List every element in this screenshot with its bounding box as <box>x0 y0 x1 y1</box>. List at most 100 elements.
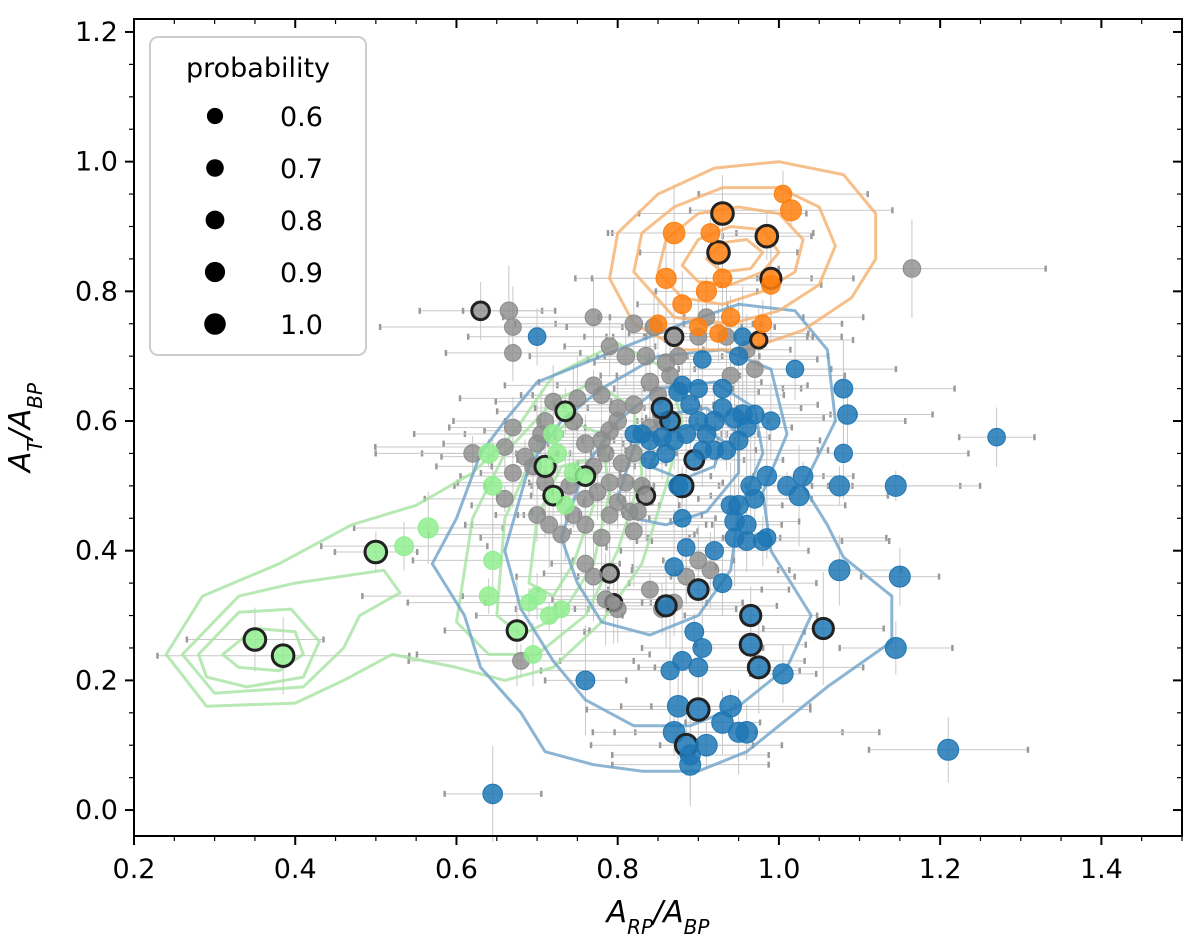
error-cap <box>790 424 794 431</box>
error-cap <box>808 703 812 710</box>
error-cap <box>648 447 651 454</box>
grey-data-point <box>600 506 619 524</box>
error-cap <box>815 580 818 587</box>
error-cap <box>503 382 507 389</box>
error-cap <box>967 450 970 457</box>
grey-data-point <box>612 454 631 473</box>
error-cap <box>867 746 871 753</box>
error-cap <box>569 528 572 535</box>
blue-data-point <box>711 711 734 734</box>
green-data-point <box>547 443 568 464</box>
error-cap <box>611 761 614 768</box>
error-cap <box>805 210 808 217</box>
error-cap <box>585 706 589 713</box>
legend-box <box>149 36 367 356</box>
error-cap <box>762 625 765 632</box>
error-cap <box>886 492 890 499</box>
error-cap <box>411 557 415 564</box>
grey-data-point <box>576 554 595 573</box>
y-axis-title: AT/ABP <box>3 382 47 474</box>
grey-data-point <box>568 389 587 408</box>
error-cap <box>684 719 687 726</box>
green-data-point-outlined <box>533 454 557 478</box>
error-cap <box>461 593 464 600</box>
error-cap <box>416 548 419 555</box>
error-cap <box>675 450 679 457</box>
grey-data-point <box>504 464 522 482</box>
error-cap <box>579 349 582 356</box>
blue-data-point-outlined <box>654 594 678 618</box>
error-cap <box>732 557 736 564</box>
x-tick-label: 0.6 <box>435 854 478 885</box>
error-cap <box>648 515 651 522</box>
error-cap <box>758 353 761 360</box>
green-data-point <box>520 593 538 612</box>
error-cap <box>418 307 421 314</box>
error-cap <box>818 437 822 444</box>
error-cap <box>528 353 532 360</box>
green-contour-ring <box>495 419 612 637</box>
error-cap <box>440 453 443 460</box>
error-cap <box>619 547 623 554</box>
error-cap <box>891 207 894 214</box>
grey-data-point <box>540 515 559 534</box>
error-cap <box>683 612 687 619</box>
error-cap <box>780 742 784 749</box>
error-cap <box>819 281 823 288</box>
blue-data-point <box>640 450 660 470</box>
error-cap <box>407 657 410 664</box>
blue-data-point <box>672 509 692 528</box>
error-cap <box>814 670 818 677</box>
error-cap <box>811 333 814 340</box>
blue-data-point <box>772 663 794 685</box>
grey-data-point <box>584 567 603 586</box>
y-axis-ticks: 0.0 0.2 0.4 0.6 0.8 1.0 1.2 <box>75 17 1182 826</box>
error-cap <box>816 356 819 363</box>
blue-data-point-outlined <box>738 632 763 657</box>
grey-data-point <box>592 528 611 547</box>
blue-data-point <box>704 541 725 561</box>
error-cap <box>653 664 657 671</box>
error-cap <box>475 612 478 619</box>
blue-data-point <box>660 661 680 681</box>
blue-data-point <box>693 350 712 369</box>
grey-data-point <box>552 525 571 544</box>
blue-data-point <box>733 327 752 347</box>
error-cap <box>696 528 699 535</box>
green-data-point-outlined <box>242 627 268 652</box>
y-axis-title-sub-t: T <box>23 438 47 452</box>
blue-data-point <box>672 375 692 395</box>
error-cap <box>653 343 657 350</box>
error-cap <box>767 751 770 758</box>
orange-contour-ring <box>656 205 805 306</box>
error-cap <box>640 599 644 606</box>
orange-data-point <box>655 267 677 289</box>
grey-data-point <box>689 551 708 570</box>
orange-data-point <box>648 314 668 334</box>
error-cap <box>618 560 621 567</box>
legend-entry-label: 0.7 <box>280 154 323 185</box>
blue-data-point <box>884 474 907 497</box>
error-cap <box>843 502 847 509</box>
orange-contour-ring <box>608 160 878 352</box>
orange-data-point <box>695 280 718 302</box>
blue-data-point-outlined <box>746 655 771 680</box>
green-contour-ring <box>197 607 321 689</box>
error-cap <box>629 440 633 447</box>
blue-data-point <box>761 411 781 431</box>
error-cap <box>612 385 616 392</box>
error-cap <box>669 518 672 525</box>
error-cap <box>635 537 639 544</box>
error-cap <box>781 502 784 509</box>
green-data-point <box>523 645 543 664</box>
blue-data-point <box>482 783 504 805</box>
x-axis-title-a: A <box>605 895 628 930</box>
error-cap <box>1026 746 1030 753</box>
error-cap <box>479 469 483 476</box>
grey-data-point <box>745 360 764 379</box>
y-axis-title-sub-bp: BP <box>23 382 47 409</box>
error-cap <box>807 330 810 337</box>
error-cap <box>804 641 808 648</box>
error-cap <box>650 703 653 710</box>
error-cap <box>780 521 783 528</box>
